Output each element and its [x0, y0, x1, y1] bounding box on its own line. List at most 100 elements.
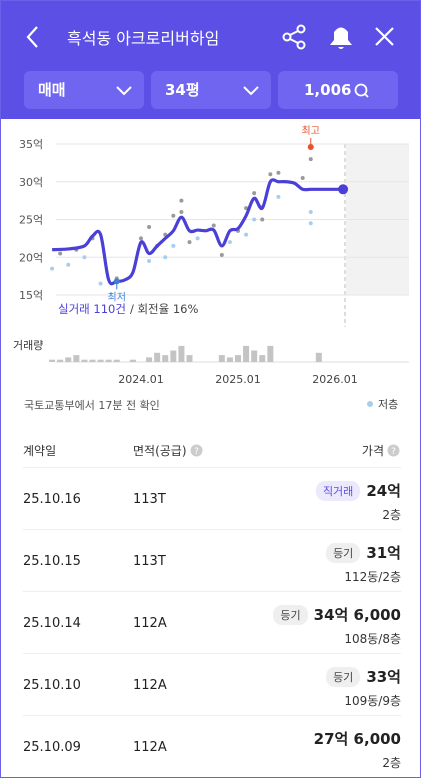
annotation-dot: [113, 278, 120, 285]
trade-dot: [244, 232, 249, 237]
chart: 거래량 국토교통부에서 17분 전 확인 15억 20억 25억 30억 35억 2024…: [13, 125, 409, 412]
price: 27억 6,000: [313, 730, 401, 748]
trade-dot: [179, 209, 184, 214]
trade-dot: [308, 221, 313, 226]
legend-label: 저층: [378, 398, 398, 411]
header-icons: [26, 24, 394, 50]
count-filter[interactable]: 1,006: [278, 71, 398, 109]
volume-bar: [154, 352, 161, 362]
share-icon[interactable]: [282, 24, 306, 50]
trade-dot: [171, 243, 176, 248]
trade-dot: [139, 236, 143, 241]
trade-tag: 등기: [326, 542, 361, 563]
y-tick-label: 20억: [19, 251, 43, 264]
volume-bar: [186, 355, 193, 362]
trade-dot: [244, 206, 249, 211]
area: 113T: [133, 554, 166, 569]
trade-row: 25.10.16 113T 직거래 24억 2층: [23, 467, 401, 529]
last-point: [338, 184, 349, 195]
volume-bar: [170, 350, 177, 362]
trade-tag: 등기: [273, 604, 308, 625]
filter-text: 1,006: [304, 81, 352, 99]
trade-dot: [179, 198, 184, 203]
trade-dot: [147, 259, 152, 264]
volume-bar: [81, 359, 88, 362]
column-header: 계약일: [23, 444, 57, 458]
svg-text:?: ?: [391, 447, 396, 457]
volume-bar: [259, 355, 266, 362]
annotation-label: 최저: [108, 291, 126, 303]
chev: [243, 86, 259, 96]
trade-dot: [187, 240, 192, 245]
volume-bar: [243, 345, 250, 362]
floor: 2층: [382, 756, 401, 770]
trade-tag: 등기: [326, 666, 361, 687]
volume-bar: [49, 359, 56, 362]
y-tick-label: 15억: [19, 289, 43, 302]
floor: 108동/8층: [344, 632, 401, 646]
trade-dot: [276, 194, 281, 199]
contract-date: 25.10.16: [23, 492, 81, 507]
trade-filter[interactable]: 매매: [24, 71, 144, 109]
price-cell: 등기 34억 6,000: [273, 604, 401, 625]
price-line: [52, 178, 344, 286]
search-icon: [354, 83, 369, 98]
volume-bar: [218, 355, 225, 362]
volume-bar: [315, 352, 322, 362]
trade-dot: [82, 255, 87, 260]
volume-bar: [89, 359, 96, 362]
contract-date: 25.10.14: [23, 616, 81, 631]
area: 113T: [133, 492, 166, 507]
price: 24억: [366, 482, 401, 500]
trade-tag: 직거래: [315, 480, 361, 501]
area: 112A: [133, 616, 167, 631]
trade-dot: [50, 266, 55, 271]
trade-dot: [171, 213, 176, 218]
trade-dot: [276, 170, 281, 175]
summary-count: 실거래 110건: [58, 302, 126, 316]
trade-dot: [66, 262, 71, 267]
source: 국토교통부에서 17분 전 확인: [24, 399, 160, 412]
trade-dot: [227, 240, 232, 245]
trade-dot: [211, 223, 216, 228]
annotation-dot: [307, 144, 314, 151]
help-icon[interactable]: ?: [190, 444, 203, 457]
floor: 2층: [382, 508, 401, 522]
trade-dot: [268, 172, 273, 177]
close-icon[interactable]: [375, 27, 394, 46]
x-tick-label: 2024.01: [118, 373, 164, 386]
column-header: 가격?: [362, 442, 400, 459]
trade-dot: [58, 251, 63, 256]
trade-dot: [219, 252, 224, 257]
area: 112A: [133, 678, 167, 693]
trade-dot: [308, 157, 313, 162]
trade-row: 25.10.15 113T 등기 31억 112동/2층: [23, 529, 401, 591]
floor: 112동/2층: [344, 570, 401, 584]
volume-bar: [65, 357, 72, 362]
volume-bar: [57, 359, 64, 362]
contract-date: 25.10.09: [23, 740, 81, 755]
back-icon[interactable]: [26, 26, 38, 48]
x-tick-label: 2025.01: [215, 373, 261, 386]
trade-dot: [260, 217, 265, 222]
price: 31억: [366, 544, 401, 562]
area: 112A: [133, 740, 167, 755]
price: 34억 6,000: [313, 606, 401, 624]
annotation-label: 최고: [302, 125, 320, 137]
x-tick-label: 2026.01: [312, 373, 358, 386]
trade-row: 25.10.14 112A 등기 34억 6,000 108동/8층: [23, 591, 401, 653]
volume-bar: [235, 355, 241, 362]
column-header: 면적(공급)?: [133, 442, 203, 459]
bell-icon[interactable]: [330, 27, 352, 50]
volume-bar: [226, 357, 233, 362]
y-tick-label: 25억: [19, 214, 43, 227]
legend-dot: [367, 401, 373, 407]
size-filter[interactable]: 34평: [151, 71, 271, 109]
summary-rate: / 회전율 16%: [130, 302, 199, 316]
price-cell: 등기 33억: [326, 666, 401, 687]
help-icon[interactable]: ?: [387, 444, 400, 457]
volume-bar: [178, 345, 185, 362]
header: 흑석동 아크로리버하임 매매 34평 1,006: [1, 1, 420, 119]
volume-bar: [113, 359, 120, 362]
